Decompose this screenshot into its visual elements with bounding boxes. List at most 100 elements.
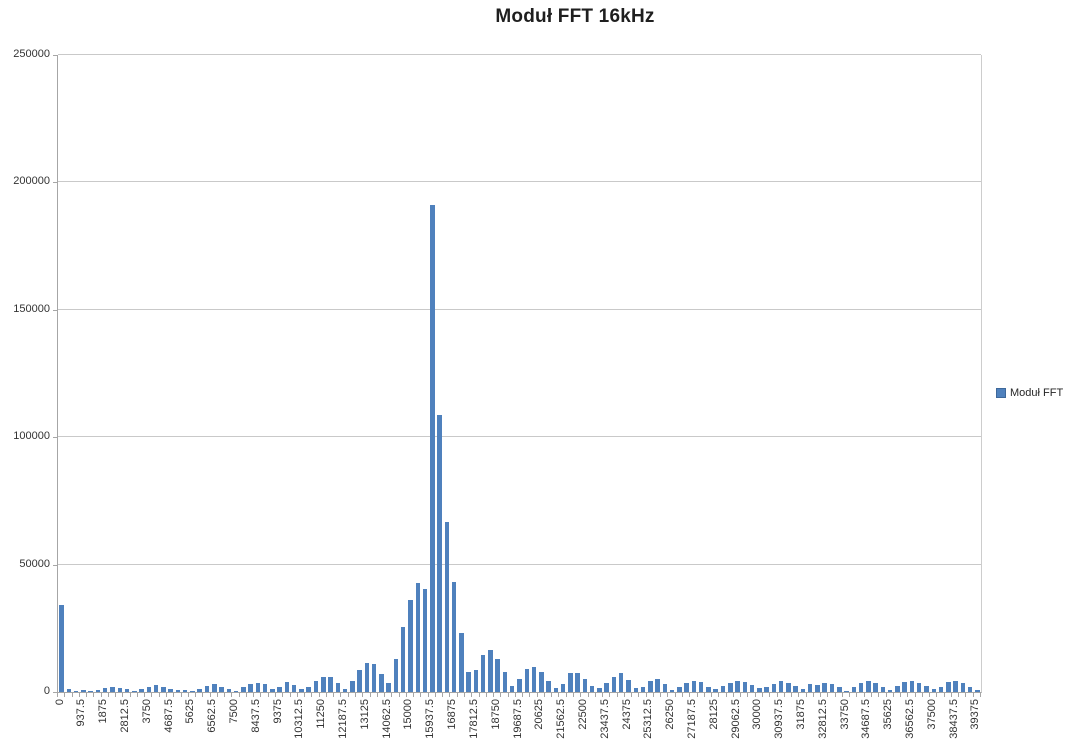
x-axis-tick bbox=[384, 693, 386, 697]
x-axis-tick bbox=[936, 693, 938, 697]
x-tick-label: 37500 bbox=[925, 699, 938, 730]
bar bbox=[233, 691, 239, 692]
bar bbox=[539, 672, 544, 692]
x-axis-tick bbox=[740, 693, 742, 697]
x-axis-tick bbox=[652, 693, 654, 697]
x-axis-tick bbox=[551, 693, 553, 697]
gridline bbox=[58, 181, 981, 183]
y-axis-tick bbox=[53, 55, 57, 56]
bar bbox=[916, 683, 922, 692]
bar bbox=[851, 687, 857, 692]
y-axis-tick bbox=[53, 437, 57, 439]
bar bbox=[640, 687, 646, 692]
x-axis-tick bbox=[870, 693, 872, 697]
bar bbox=[299, 689, 304, 692]
x-axis-tick bbox=[267, 693, 269, 697]
x-axis-tick bbox=[950, 693, 952, 697]
x-axis-tick bbox=[703, 693, 705, 697]
bar bbox=[786, 683, 791, 692]
x-axis-tick bbox=[442, 693, 444, 697]
x-tick-label: 2812.5 bbox=[119, 699, 132, 733]
x-tick-label: 16875 bbox=[446, 699, 459, 730]
x-axis-tick bbox=[471, 693, 473, 697]
x-tick-label: 35625 bbox=[882, 699, 895, 730]
x-axis-tick bbox=[529, 693, 531, 697]
x-axis-tick bbox=[594, 693, 596, 697]
x-axis-tick bbox=[304, 693, 306, 697]
x-tick-label: 24375 bbox=[620, 699, 633, 730]
bar bbox=[415, 583, 420, 692]
x-axis-tick bbox=[325, 693, 327, 697]
x-axis-tick bbox=[943, 693, 945, 697]
bar bbox=[720, 686, 726, 692]
bar bbox=[771, 684, 777, 692]
bar bbox=[662, 684, 668, 692]
x-axis-tick bbox=[100, 693, 102, 697]
x-tick-label: 18750 bbox=[489, 699, 502, 730]
legend: Moduł FFT bbox=[996, 387, 1063, 399]
bar bbox=[153, 685, 159, 692]
x-axis-tick bbox=[921, 693, 923, 697]
bar bbox=[59, 605, 64, 692]
x-axis-tick bbox=[107, 693, 109, 697]
bar bbox=[655, 679, 660, 692]
x-axis-tick bbox=[166, 693, 168, 697]
chart-title: Moduł FFT 16kHz bbox=[495, 6, 655, 27]
bar bbox=[422, 589, 428, 692]
x-tick-label: 26250 bbox=[664, 699, 677, 730]
bar bbox=[117, 688, 123, 692]
bar bbox=[677, 687, 682, 692]
bar bbox=[560, 684, 566, 692]
legend-swatch-icon bbox=[996, 388, 1006, 398]
x-tick-label: 30000 bbox=[751, 699, 764, 730]
bar bbox=[393, 659, 399, 692]
x-axis-tick bbox=[769, 693, 771, 697]
x-axis-tick bbox=[958, 693, 960, 697]
bar bbox=[648, 681, 653, 692]
x-axis-tick bbox=[369, 693, 371, 697]
bar bbox=[248, 684, 253, 692]
x-axis-tick bbox=[347, 693, 349, 697]
x-axis-tick bbox=[805, 693, 807, 697]
x-axis-tick bbox=[311, 693, 313, 697]
x-tick-label: 7500 bbox=[228, 699, 241, 724]
x-axis-tick bbox=[834, 693, 836, 697]
x-axis-tick bbox=[616, 693, 618, 697]
bar bbox=[270, 689, 275, 692]
y-tick-label: 0 bbox=[43, 685, 50, 697]
x-axis-tick bbox=[812, 693, 814, 697]
x-axis-tick bbox=[449, 693, 451, 697]
x-axis-tick bbox=[878, 693, 880, 697]
bar bbox=[902, 682, 907, 692]
x-axis-tick bbox=[318, 693, 320, 697]
bar bbox=[190, 691, 195, 692]
bar bbox=[495, 659, 500, 692]
bar bbox=[800, 689, 806, 692]
gridline bbox=[58, 563, 981, 565]
bar bbox=[451, 582, 457, 692]
x-tick-label: 25312.5 bbox=[642, 699, 655, 739]
x-tick-label: 10312.5 bbox=[293, 699, 306, 739]
x-axis-tick bbox=[86, 693, 88, 697]
bar bbox=[669, 690, 675, 692]
x-axis-tick bbox=[78, 693, 80, 697]
bar bbox=[757, 688, 762, 692]
x-axis-tick bbox=[500, 693, 502, 697]
x-tick-label: 6562.5 bbox=[206, 699, 219, 733]
bar bbox=[88, 691, 93, 692]
x-axis-tick bbox=[514, 693, 516, 697]
bar bbox=[488, 650, 493, 692]
x-tick-label: 17812.5 bbox=[467, 699, 480, 739]
gridline bbox=[58, 308, 981, 310]
x-tick-label: 31875 bbox=[794, 699, 807, 730]
x-axis-tick bbox=[427, 693, 429, 697]
x-axis-tick bbox=[456, 693, 458, 697]
x-tick-label: 33750 bbox=[838, 699, 851, 730]
bar bbox=[284, 682, 290, 692]
x-axis-tick bbox=[245, 693, 247, 697]
x-tick-label: 1875 bbox=[97, 699, 110, 724]
x-axis-tick bbox=[558, 693, 560, 697]
bar bbox=[95, 690, 101, 692]
bar bbox=[822, 683, 827, 692]
bar bbox=[335, 683, 341, 692]
